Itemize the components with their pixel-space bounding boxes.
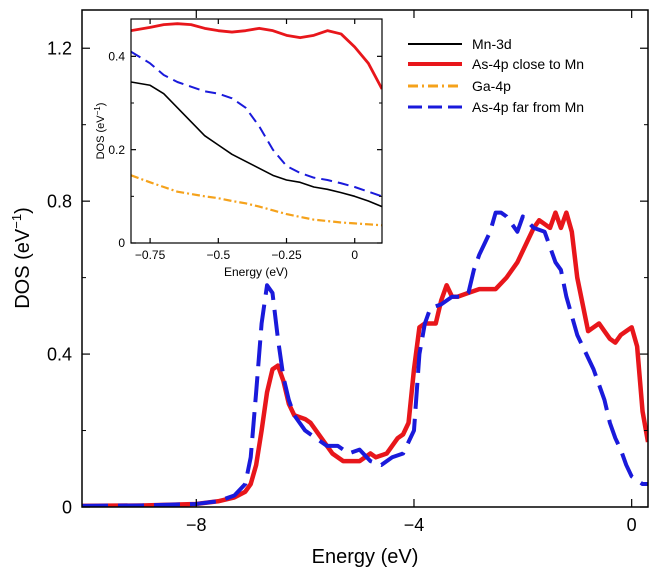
inset-y-tick-label: 0.4	[108, 50, 125, 64]
legend-label-mn-3d: Mn-3d	[472, 36, 512, 52]
inset-series-line-as-4p-close-to-mn	[131, 22, 382, 90]
legend-entry-mn-3d: Mn-3d	[408, 36, 512, 52]
main-y-tick-label: 0.8	[47, 191, 72, 211]
legend-label-as4p-close: As-4p close to Mn	[472, 56, 584, 72]
inset-x-axis-label: Energy (eV)	[224, 265, 288, 279]
inset-x-tick-label: −0.25	[271, 248, 302, 262]
inset-y-axis-label: DOS (eV−1)	[93, 103, 107, 160]
inset-series-layer	[131, 22, 382, 227]
main-y-tick-label: 0.4	[47, 344, 72, 364]
main-y-axis-label-close: )	[12, 207, 34, 214]
inset-series-line-ga-4p	[131, 174, 382, 227]
inset-tick-layer: −0.75 −0.5 −0.25 0 0 0.2 0.4	[108, 19, 382, 262]
legend-entry-ga-4p: Ga-4p	[408, 78, 511, 94]
main-y-tick-label: 0	[62, 497, 72, 517]
legend: Mn-3d As-4p close to Mn Ga-4p As-4p far …	[408, 36, 584, 115]
main-plot: −8 −4 000.40.81.2 Energy (eV) DOS (eV−1)	[9, 9, 649, 568]
inset-x-tick-label: −0.5	[206, 248, 230, 262]
inset-series-line-as-4p-far-from-mn	[131, 50, 382, 198]
main-x-tick-label: −8	[186, 515, 207, 535]
inset-y-axis-label-text: DOS (eV	[95, 115, 107, 160]
main-series-line-as-4p-close-to-mn	[82, 210, 648, 507]
inset-series-line-mn-3d	[131, 81, 382, 208]
inset-background	[131, 19, 382, 243]
inset-y-axis-label-close: )	[95, 103, 107, 107]
main-y-axis-label: DOS (eV−1)	[9, 207, 34, 309]
legend-label-as4p-far: As-4p far from Mn	[472, 99, 584, 115]
inset-y-axis-label-superscript: −1	[93, 106, 102, 116]
main-y-axis-label-text: DOS (eV	[12, 228, 34, 309]
main-x-tick-label: 0	[627, 515, 637, 535]
main-x-axis-label: Energy (eV)	[312, 546, 419, 568]
main-y-axis-label-superscript: −1	[9, 214, 24, 229]
inset-axes-frame	[130, 18, 383, 244]
main-x-tick-label: −4	[404, 515, 425, 535]
main-y-tick-label: 1.2	[47, 39, 72, 59]
legend-label-ga-4p: Ga-4p	[472, 78, 511, 94]
legend-entry-as4p-far: As-4p far from Mn	[408, 99, 584, 115]
main-series-layer	[82, 210, 648, 507]
inset-plot: −0.75 −0.5 −0.25 0 0 0.2 0.4 Energy (eV) DOS (…	[93, 18, 383, 279]
inset-x-tick-label: −0.75	[135, 248, 166, 262]
inset-x-tick-label: 0	[351, 248, 358, 262]
main-axes-frame	[81, 9, 649, 508]
legend-entry-as4p-close: As-4p close to Mn	[408, 56, 584, 72]
main-tick-layer: −8 −4 0 0 0.4 0.8 1.2	[47, 10, 648, 535]
inset-y-tick-label: 0	[118, 236, 125, 250]
main-series-line-as-4p-far-from-mn	[82, 210, 648, 507]
inset-y-tick-label: 0.2	[108, 143, 125, 157]
